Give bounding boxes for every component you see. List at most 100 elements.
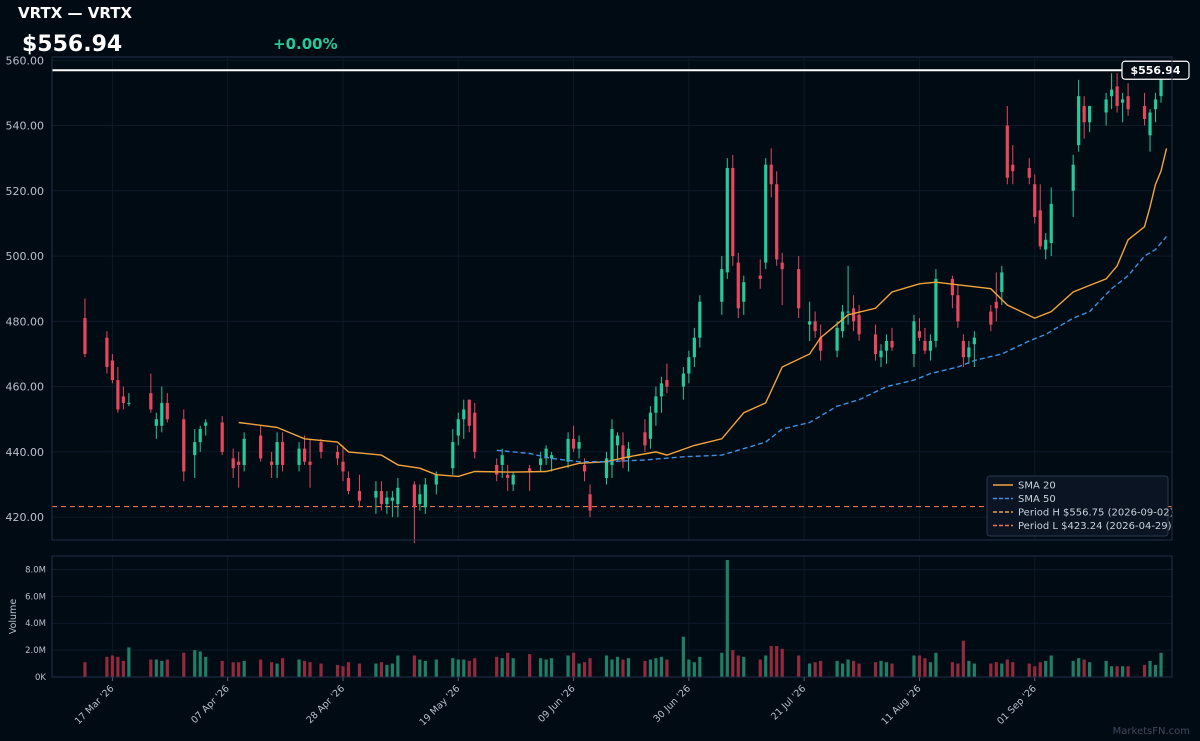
volume-bar: [550, 658, 554, 677]
candle-body: [687, 357, 691, 374]
volume-bar: [1142, 664, 1147, 677]
legend-label: Period H $556.75 (2026-09-02): [1018, 508, 1174, 519]
candle-body: [1088, 105, 1092, 123]
volume-bar: [385, 664, 389, 677]
volume-bar: [665, 659, 669, 677]
candle-body: [566, 438, 570, 462]
volume-bar: [643, 660, 647, 677]
volume-bar: [204, 656, 208, 677]
volume-bar: [912, 655, 916, 677]
candle-body: [473, 412, 477, 452]
chart-legend: SMA 20 SMA 50 Period H $556.75 (2026-09-02…: [986, 475, 1174, 537]
candle-body: [742, 282, 746, 302]
volume-bar: [731, 650, 735, 677]
volume-bar: [275, 663, 279, 677]
last-price-line: $556.94: [52, 60, 1190, 80]
volume-bar: [698, 656, 702, 677]
candle-body: [116, 380, 120, 410]
candle-body: [1049, 203, 1053, 244]
volume-bar: [873, 662, 878, 677]
volume-bar: [220, 660, 224, 677]
volume-bar: [654, 658, 658, 677]
candle-body: [582, 464, 587, 472]
last-price-label: $556.94: [1130, 64, 1180, 77]
candle-body: [851, 308, 856, 322]
candle-body: [154, 419, 158, 426]
candle-body: [346, 477, 351, 492]
volume-bar: [511, 658, 515, 677]
volume-bar: [775, 646, 779, 677]
candle-body: [857, 314, 861, 335]
candle-body: [511, 474, 515, 485]
volume-bar: [577, 663, 581, 677]
price-change: +0.00%: [273, 35, 338, 53]
candle-body: [659, 383, 664, 397]
x-tick-label: 21 Jul '26: [769, 683, 808, 722]
volume-bar: [610, 659, 614, 677]
candle-body: [297, 448, 301, 465]
candle-body: [1033, 184, 1037, 217]
volume-bar: [193, 650, 197, 677]
volume-bar: [720, 652, 724, 677]
candle-body: [1153, 99, 1158, 110]
candle-body: [160, 402, 164, 426]
candle-body: [204, 422, 208, 426]
volume-bar: [1049, 655, 1053, 677]
candle-body: [604, 458, 609, 478]
volume-tick-label: 6.0M: [25, 592, 46, 602]
volume-bar: [687, 659, 691, 677]
volume-bar: [357, 663, 362, 677]
volume-bar: [857, 663, 861, 677]
volume-bar: [659, 656, 664, 677]
volume-bar: [879, 660, 883, 677]
candle-body: [769, 164, 773, 185]
volume-bar: [764, 655, 768, 677]
volume-bar: [467, 660, 471, 677]
candle-body: [720, 269, 724, 302]
volume-bar: [1038, 662, 1042, 677]
x-axis-ticks: 17 Mar '26 07 Apr '26 28 Apr '26 19 May '26…: [73, 677, 1039, 728]
volume-bar: [1077, 658, 1081, 677]
volume-bar: [539, 658, 543, 677]
candle-body: [956, 295, 960, 322]
volume-bar: [681, 636, 685, 677]
candle-body: [198, 429, 202, 443]
candle-body: [621, 445, 625, 462]
candle-body: [237, 461, 241, 465]
volume-bar: [231, 662, 235, 677]
volume-bar: [1000, 663, 1004, 677]
price-tick-label: 540.00: [6, 120, 45, 133]
candle-body: [105, 337, 109, 368]
candle-body: [571, 438, 576, 449]
volume-bar: [473, 658, 477, 677]
volume-bar: [797, 655, 801, 677]
volume-panel-frame: [51, 555, 1173, 678]
volume-bar: [423, 660, 427, 677]
candle-body: [912, 321, 916, 354]
price-tick-label: 440.00: [6, 446, 45, 459]
volume-tick-label: 2.0M: [25, 646, 46, 656]
volume-axis-label: Volume: [8, 599, 19, 634]
candle-body: [648, 412, 653, 439]
volume-bar: [1088, 662, 1092, 677]
volume-bar: [808, 663, 812, 677]
candle-body: [819, 337, 823, 351]
candle-body: [928, 340, 933, 351]
volume-bar: [725, 560, 729, 677]
candle-body: [275, 442, 279, 465]
volume-bar: [917, 655, 922, 677]
candle-body: [1110, 89, 1114, 97]
volume-bar: [1082, 659, 1086, 677]
volume-bar: [121, 660, 125, 677]
candle-body: [775, 184, 779, 260]
candle-body: [654, 396, 658, 413]
volume-bar: [418, 659, 422, 677]
candle-body: [374, 491, 378, 498]
candle-body: [731, 167, 735, 257]
candle-body: [1159, 70, 1163, 97]
price-tick-label: 480.00: [6, 315, 45, 328]
candle-body: [577, 442, 581, 449]
volume-bar: [237, 662, 241, 677]
candle-body: [758, 275, 762, 279]
